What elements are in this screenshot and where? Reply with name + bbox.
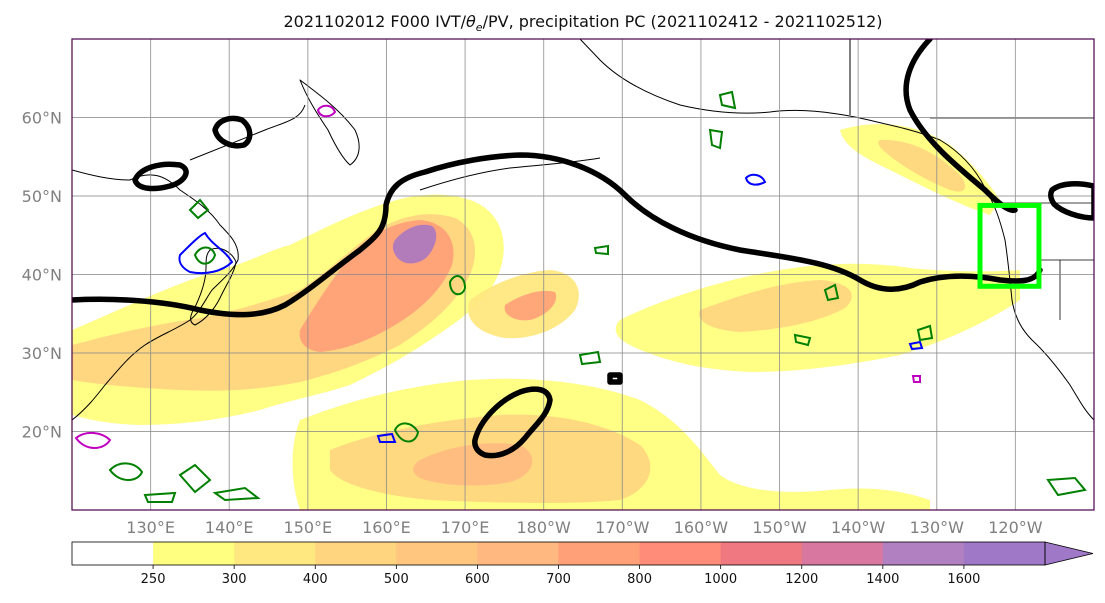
theta-e-contour-green — [708, 128, 724, 150]
ivt-core — [392, 224, 437, 264]
pv-ring-northwest-1 — [132, 161, 189, 192]
coast-japan — [190, 247, 237, 326]
colorbar: 250 300 400 500 600 700 800 1000 1200 1400 1600 — [71, 541, 1094, 587]
lon-tick-label: 180°W — [517, 518, 572, 537]
colorbar-segment — [882, 542, 965, 565]
colorbar-extend-arrow — [1044, 541, 1094, 566]
lat-labels: 20°N 30°N 40°N 50°N 60°N — [22, 109, 62, 442]
colorbar-segment — [72, 542, 154, 565]
theta-e-contour-magenta — [911, 375, 921, 383]
theta-e-contour-blue — [376, 432, 397, 443]
theta-e-contour-green — [108, 462, 144, 481]
lon-tick-label: 150°E — [284, 518, 333, 537]
colorbar-segment — [153, 542, 235, 565]
theta-e-contour-green — [448, 275, 467, 296]
lat-tick-label: 30°N — [22, 344, 62, 363]
region-box — [977, 202, 1042, 289]
pv-ring-northwest-2 — [212, 115, 253, 149]
pv-ring-right — [1047, 181, 1094, 221]
theta-e-contours — [74, 90, 1087, 503]
ivt-gulf-alaska-2 — [878, 139, 966, 192]
theta-e-contour-green — [188, 198, 210, 220]
theta-e-contour-magenta — [74, 432, 112, 449]
colorbar-segment — [801, 542, 884, 565]
coastlines — [72, 39, 1094, 421]
colorbar-segment — [234, 542, 316, 565]
coast-okhotsk — [189, 104, 306, 161]
lon-tick-label: 170°E — [441, 518, 490, 537]
theta-e-contour-green — [193, 246, 217, 265]
theta-e-contour-green — [212, 486, 261, 502]
colorbar-tick-label: 800 — [627, 572, 652, 587]
lat-tick-label: 50°N — [22, 187, 62, 206]
colorbar-tick-label: 250 — [141, 572, 166, 587]
map-panel — [72, 39, 1094, 510]
lon-tick-label: 160°W — [674, 518, 729, 537]
map-frame — [71, 38, 1095, 511]
pv-line-main — [72, 152, 1043, 318]
pv-ring-central — [472, 386, 553, 459]
lon-tick-label: 150°W — [752, 518, 807, 537]
theta-e-contour-green — [1046, 476, 1087, 497]
colorbar-segment — [639, 542, 722, 565]
colorbar-segment — [720, 542, 803, 565]
coast-northwest-us — [984, 187, 1094, 421]
theta-e-contour-green — [916, 324, 934, 342]
lon-tick-label: 140°E — [205, 518, 254, 537]
coast-asia — [72, 169, 239, 421]
lon-tick-label: 140°W — [831, 518, 886, 537]
lon-tick-label: 170°W — [595, 518, 650, 537]
colorbar-tick-label: 1600 — [947, 572, 980, 587]
gridlines — [72, 39, 1094, 510]
theta-e-contour-green — [578, 350, 602, 366]
lon-tick-label: 160°E — [362, 518, 411, 537]
lon-labels: 130°E 140°E 150°E 160°E 170°E 180°W 170°W 160°W… — [126, 518, 1042, 537]
lon-tick-label: 130°E — [126, 518, 175, 537]
colorbar-segment — [315, 542, 397, 565]
theta-e-contour-blue — [178, 231, 234, 275]
theta-e-contour-green — [793, 333, 812, 347]
theta-e-contour-blue — [744, 173, 767, 186]
colorbar-tick-label: 300 — [222, 572, 247, 587]
colorbar-tick-label: 500 — [384, 572, 409, 587]
colorbar-segment — [963, 542, 1046, 565]
lat-tick-label: 40°N — [22, 266, 62, 285]
colorbar-tick-label: 1400 — [866, 572, 899, 587]
ivt-band-east-2 — [699, 280, 852, 332]
colorbar-tick-label: 700 — [546, 572, 571, 587]
theta-e-contour-green — [593, 244, 609, 256]
lat-tick-label: 20°N — [22, 423, 62, 442]
theta-e-contour-magenta — [316, 104, 337, 118]
theta-e-contour-green — [718, 90, 737, 110]
colorbar-tick-label: 1200 — [785, 572, 818, 587]
colorbar-tick-label: 600 — [465, 572, 490, 587]
lat-tick-label: 60°N — [22, 109, 62, 128]
theta-e-contour-green — [178, 463, 212, 494]
theta-e-contour-blue — [908, 340, 924, 351]
pv-ring-small — [607, 372, 623, 385]
lon-tick-label: 130°W — [910, 518, 965, 537]
colorbar-tick-label: 400 — [303, 572, 328, 587]
theta-e-contour-green — [823, 283, 840, 302]
ivt-shading — [72, 124, 1020, 510]
lon-tick-label: 120°W — [988, 518, 1043, 537]
colorbar-tick-label: 1000 — [704, 572, 737, 587]
colorbar-segment — [477, 542, 559, 565]
theta-e-contour-green — [143, 491, 177, 503]
chart-title: 2021102012 F000 IVT/θe/PV, precipitation… — [283, 12, 882, 34]
colorbar-segment — [396, 542, 478, 565]
colorbar-segment — [558, 542, 641, 565]
theta-e-contour-green — [393, 422, 420, 443]
coast-alaska — [579, 39, 986, 189]
